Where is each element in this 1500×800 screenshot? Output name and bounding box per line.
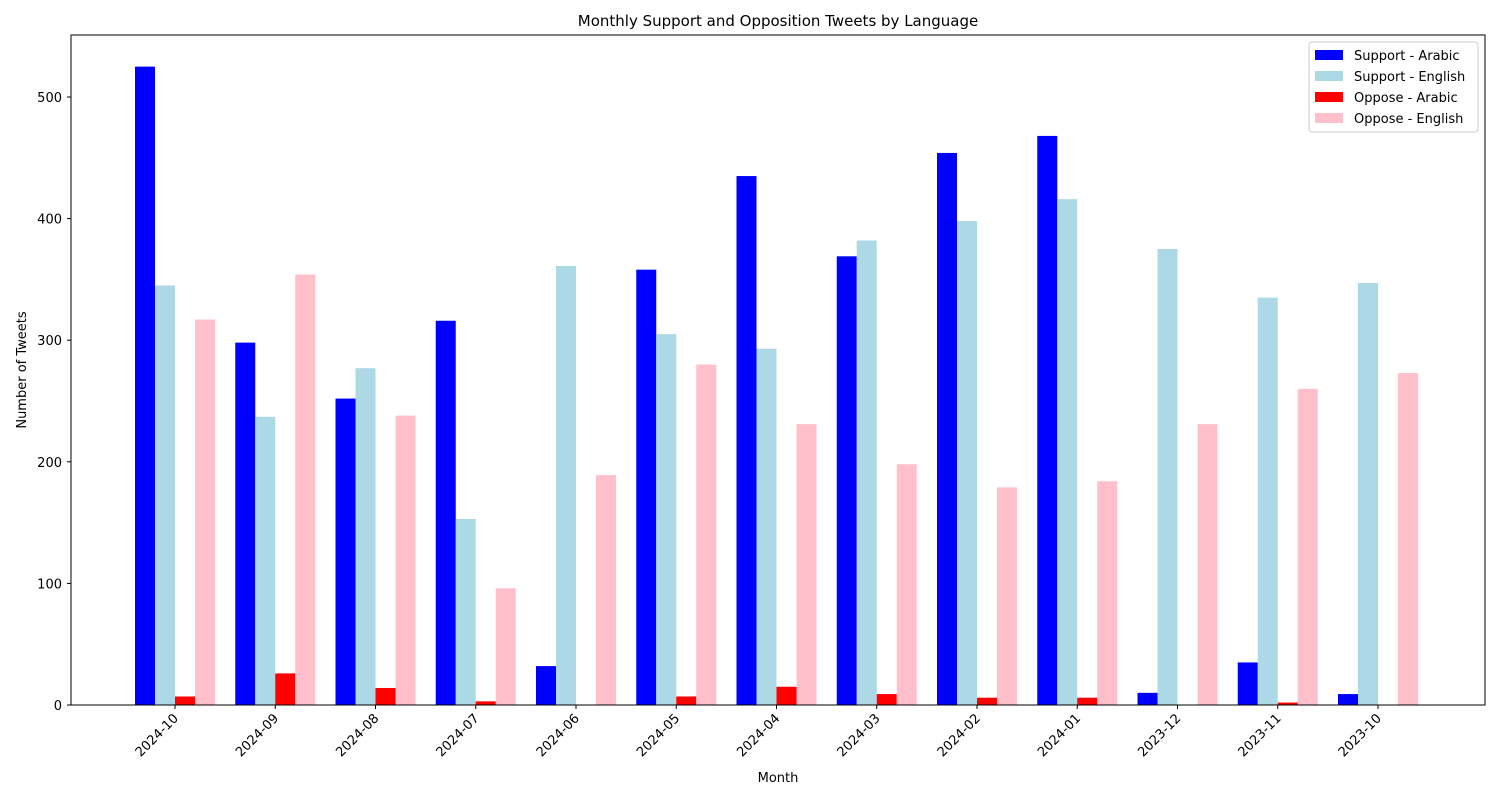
bar-4-8: [896, 464, 917, 705]
bar-4-2: [295, 274, 316, 705]
bar-3-10: [1077, 697, 1098, 705]
y-tick-label: 200: [37, 456, 62, 471]
legend-label: Oppose - English: [1354, 112, 1463, 127]
bar-2-2: [255, 416, 276, 705]
x-tick-label: 2023-12: [1135, 711, 1184, 760]
bar-2-5: [556, 266, 576, 705]
bar-4-3: [395, 415, 416, 705]
plot-frame: [70, 34, 1486, 706]
y-axis-label: Number of Tweets: [15, 311, 30, 429]
bar-2-11: [1157, 249, 1178, 705]
bar-1-5: [536, 666, 556, 705]
x-axis-ticks: 2024-10 2024-09 2024-08 2024-07 2024-06 2024-…: [133, 705, 1385, 760]
y-tick-label: 300: [37, 334, 62, 349]
bar-2-10: [1057, 199, 1078, 706]
bar-2-7: [756, 348, 777, 705]
bar-2-3: [355, 368, 376, 705]
legend-swatch: [1315, 92, 1343, 102]
bar-1-12: [1237, 662, 1258, 705]
x-tick-label: 2024-03: [835, 711, 884, 760]
bar-4-1: [195, 319, 215, 705]
bar-3-6: [676, 696, 697, 705]
x-tick-label: 2024-04: [734, 711, 783, 760]
bar-1-6: [636, 269, 657, 705]
legend-swatch: [1315, 50, 1343, 60]
bar-1-4: [435, 320, 456, 705]
x-tick-label: 2023-11: [1236, 711, 1285, 760]
bar-4-7: [796, 424, 817, 705]
bar-1-2: [235, 342, 256, 705]
bar-4-13: [1398, 373, 1418, 705]
legend-label: Support - English: [1354, 70, 1465, 85]
x-tick-label: 2024-09: [233, 711, 282, 760]
legend-swatch: [1315, 113, 1343, 123]
bar-4-11: [1197, 424, 1218, 705]
bar-3-4: [475, 701, 496, 705]
bar-4-9: [997, 487, 1017, 705]
bar-1-13: [1338, 694, 1358, 705]
bar-3-2: [275, 673, 296, 705]
bar-1-9: [937, 152, 957, 705]
chart-title: Monthly Support and Opposition Tweets by…: [578, 12, 978, 30]
legend-swatch: [1315, 71, 1343, 81]
bar-1-3: [335, 398, 356, 705]
bar-4-4: [495, 588, 516, 705]
y-tick-label: 100: [37, 577, 62, 592]
x-axis-label: Month: [758, 771, 799, 786]
bars-group: [135, 66, 1418, 706]
x-tick-label: 2023-10: [1336, 711, 1385, 760]
y-tick-label: 500: [37, 91, 62, 106]
bar-4-6: [696, 364, 717, 705]
bar-2-13: [1358, 283, 1378, 705]
bar-1-7: [736, 176, 757, 706]
y-tick-label: 0: [54, 699, 62, 714]
bar-2-9: [957, 221, 977, 705]
y-tick-label: 400: [37, 213, 62, 228]
legend-label: Support - Arabic: [1354, 49, 1460, 64]
bar-1-10: [1037, 135, 1058, 705]
legend: Support - Arabic Support - English Oppose …: [1308, 41, 1479, 133]
x-tick-label: 2024-02: [935, 711, 984, 760]
bar-4-10: [1097, 481, 1118, 705]
legend-box: [1308, 41, 1479, 133]
bar-3-7: [776, 686, 797, 705]
bar-1-1: [135, 66, 155, 706]
bar-3-8: [876, 694, 897, 705]
bar-3-3: [375, 687, 396, 705]
bar-1-11: [1137, 692, 1158, 705]
bar-4-12: [1297, 388, 1318, 705]
bar-2-1: [155, 285, 175, 705]
x-tick-label: 2024-10: [133, 711, 182, 760]
bar-2-8: [856, 240, 877, 706]
legend-label: Oppose - Arabic: [1354, 91, 1458, 106]
bar-4-5: [596, 475, 616, 705]
x-tick-label: 2024-07: [434, 711, 483, 760]
y-axis-ticks: 0 100 200 300 400 500: [37, 91, 71, 714]
bar-1-8: [836, 256, 857, 705]
x-tick-label: 2024-01: [1035, 711, 1084, 760]
bar-3-9: [977, 697, 997, 705]
x-tick-label: 2024-08: [333, 711, 382, 760]
bar-2-4: [455, 518, 476, 705]
bar-2-6: [656, 334, 677, 705]
x-tick-label: 2024-05: [634, 711, 683, 760]
bar-3-1: [175, 696, 195, 705]
bar-3-12: [1277, 702, 1298, 705]
bar-2-12: [1257, 297, 1278, 705]
x-tick-label: 2024-06: [534, 711, 583, 760]
